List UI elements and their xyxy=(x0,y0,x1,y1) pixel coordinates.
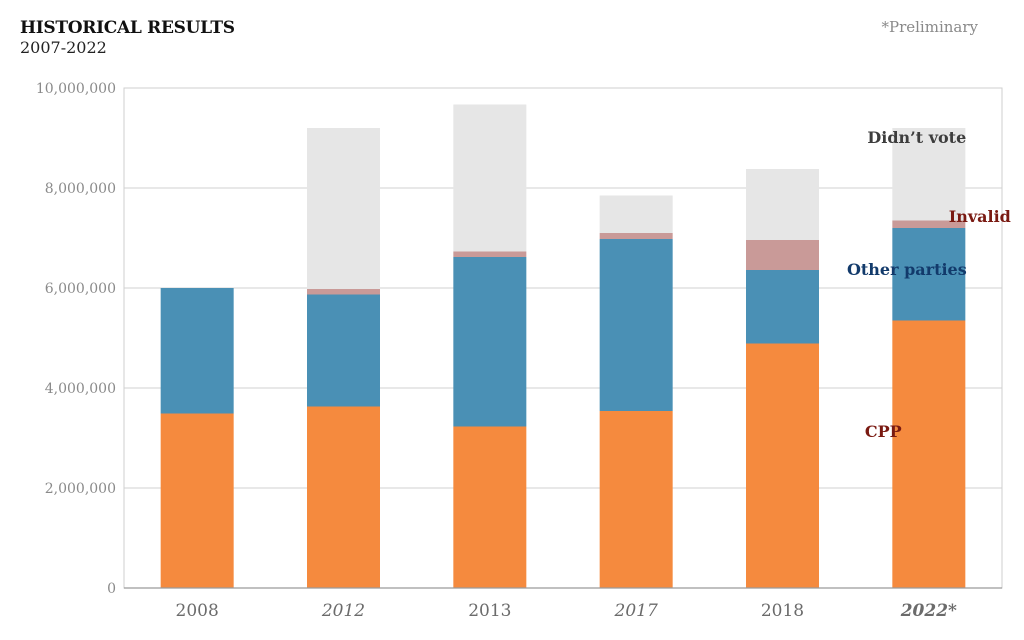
bar-other-parties-2012[interactable] xyxy=(307,294,380,407)
bar-cpp-2018[interactable] xyxy=(746,343,819,589)
y-tick-label: 0 xyxy=(107,581,116,597)
bar-cpp-2017[interactable] xyxy=(599,411,673,588)
bar-cpp-2013[interactable] xyxy=(453,426,527,589)
bar-invalid-2013[interactable] xyxy=(453,251,527,258)
x-tick-label: 2008 xyxy=(176,601,219,621)
preliminary-note: *Preliminary xyxy=(881,18,978,36)
bar-other-parties-2017[interactable] xyxy=(599,239,673,411)
y-tick-label: 10,000,000 xyxy=(36,81,116,97)
bar-didn-t-vote-2017[interactable] xyxy=(599,195,673,234)
series-label-invalid: Invalid xyxy=(949,207,1011,226)
y-tick-label: 4,000,000 xyxy=(45,381,116,397)
bar-cpp-2022[interactable] xyxy=(892,320,966,589)
bar-other-parties-2013[interactable] xyxy=(453,257,527,427)
bar-invalid-2018[interactable] xyxy=(746,240,819,270)
chart-subtitle: 2007-2022 xyxy=(20,38,107,57)
series-label-cpp: CPP xyxy=(865,422,902,441)
chart-title: HISTORICAL RESULTS xyxy=(20,18,235,38)
bar-didn-t-vote-2013[interactable] xyxy=(453,104,527,252)
y-tick-label: 2,000,000 xyxy=(45,481,116,497)
bar-didn-t-vote-2022[interactable] xyxy=(892,128,966,221)
bar-other-parties-2022[interactable] xyxy=(892,228,966,321)
x-tick-label: 2013 xyxy=(468,601,511,621)
bar-other-parties-2008[interactable] xyxy=(160,288,234,414)
y-tick-label: 8,000,000 xyxy=(45,181,116,197)
bar-invalid-2012[interactable] xyxy=(307,289,380,295)
series-label-other-parties: Other parties xyxy=(847,260,967,279)
x-tick-label: 2012 xyxy=(321,601,365,621)
y-tick-label: 6,000,000 xyxy=(45,281,116,297)
x-tick-label: 2022* xyxy=(900,601,957,621)
bar-cpp-2012[interactable] xyxy=(307,406,380,589)
x-tick-label: 2017 xyxy=(614,601,658,621)
bar-didn-t-vote-2018[interactable] xyxy=(746,169,819,240)
bar-invalid-2017[interactable] xyxy=(599,233,673,239)
bar-cpp-2008[interactable] xyxy=(160,413,234,589)
plot-frame xyxy=(123,87,1003,589)
x-tick-label: 2018 xyxy=(761,601,804,621)
series-label-didn-t-vote: Didn’t vote xyxy=(867,128,966,147)
bar-invalid-2022[interactable] xyxy=(892,220,966,229)
bar-other-parties-2018[interactable] xyxy=(746,270,819,344)
bar-didn-t-vote-2012[interactable] xyxy=(307,128,380,289)
